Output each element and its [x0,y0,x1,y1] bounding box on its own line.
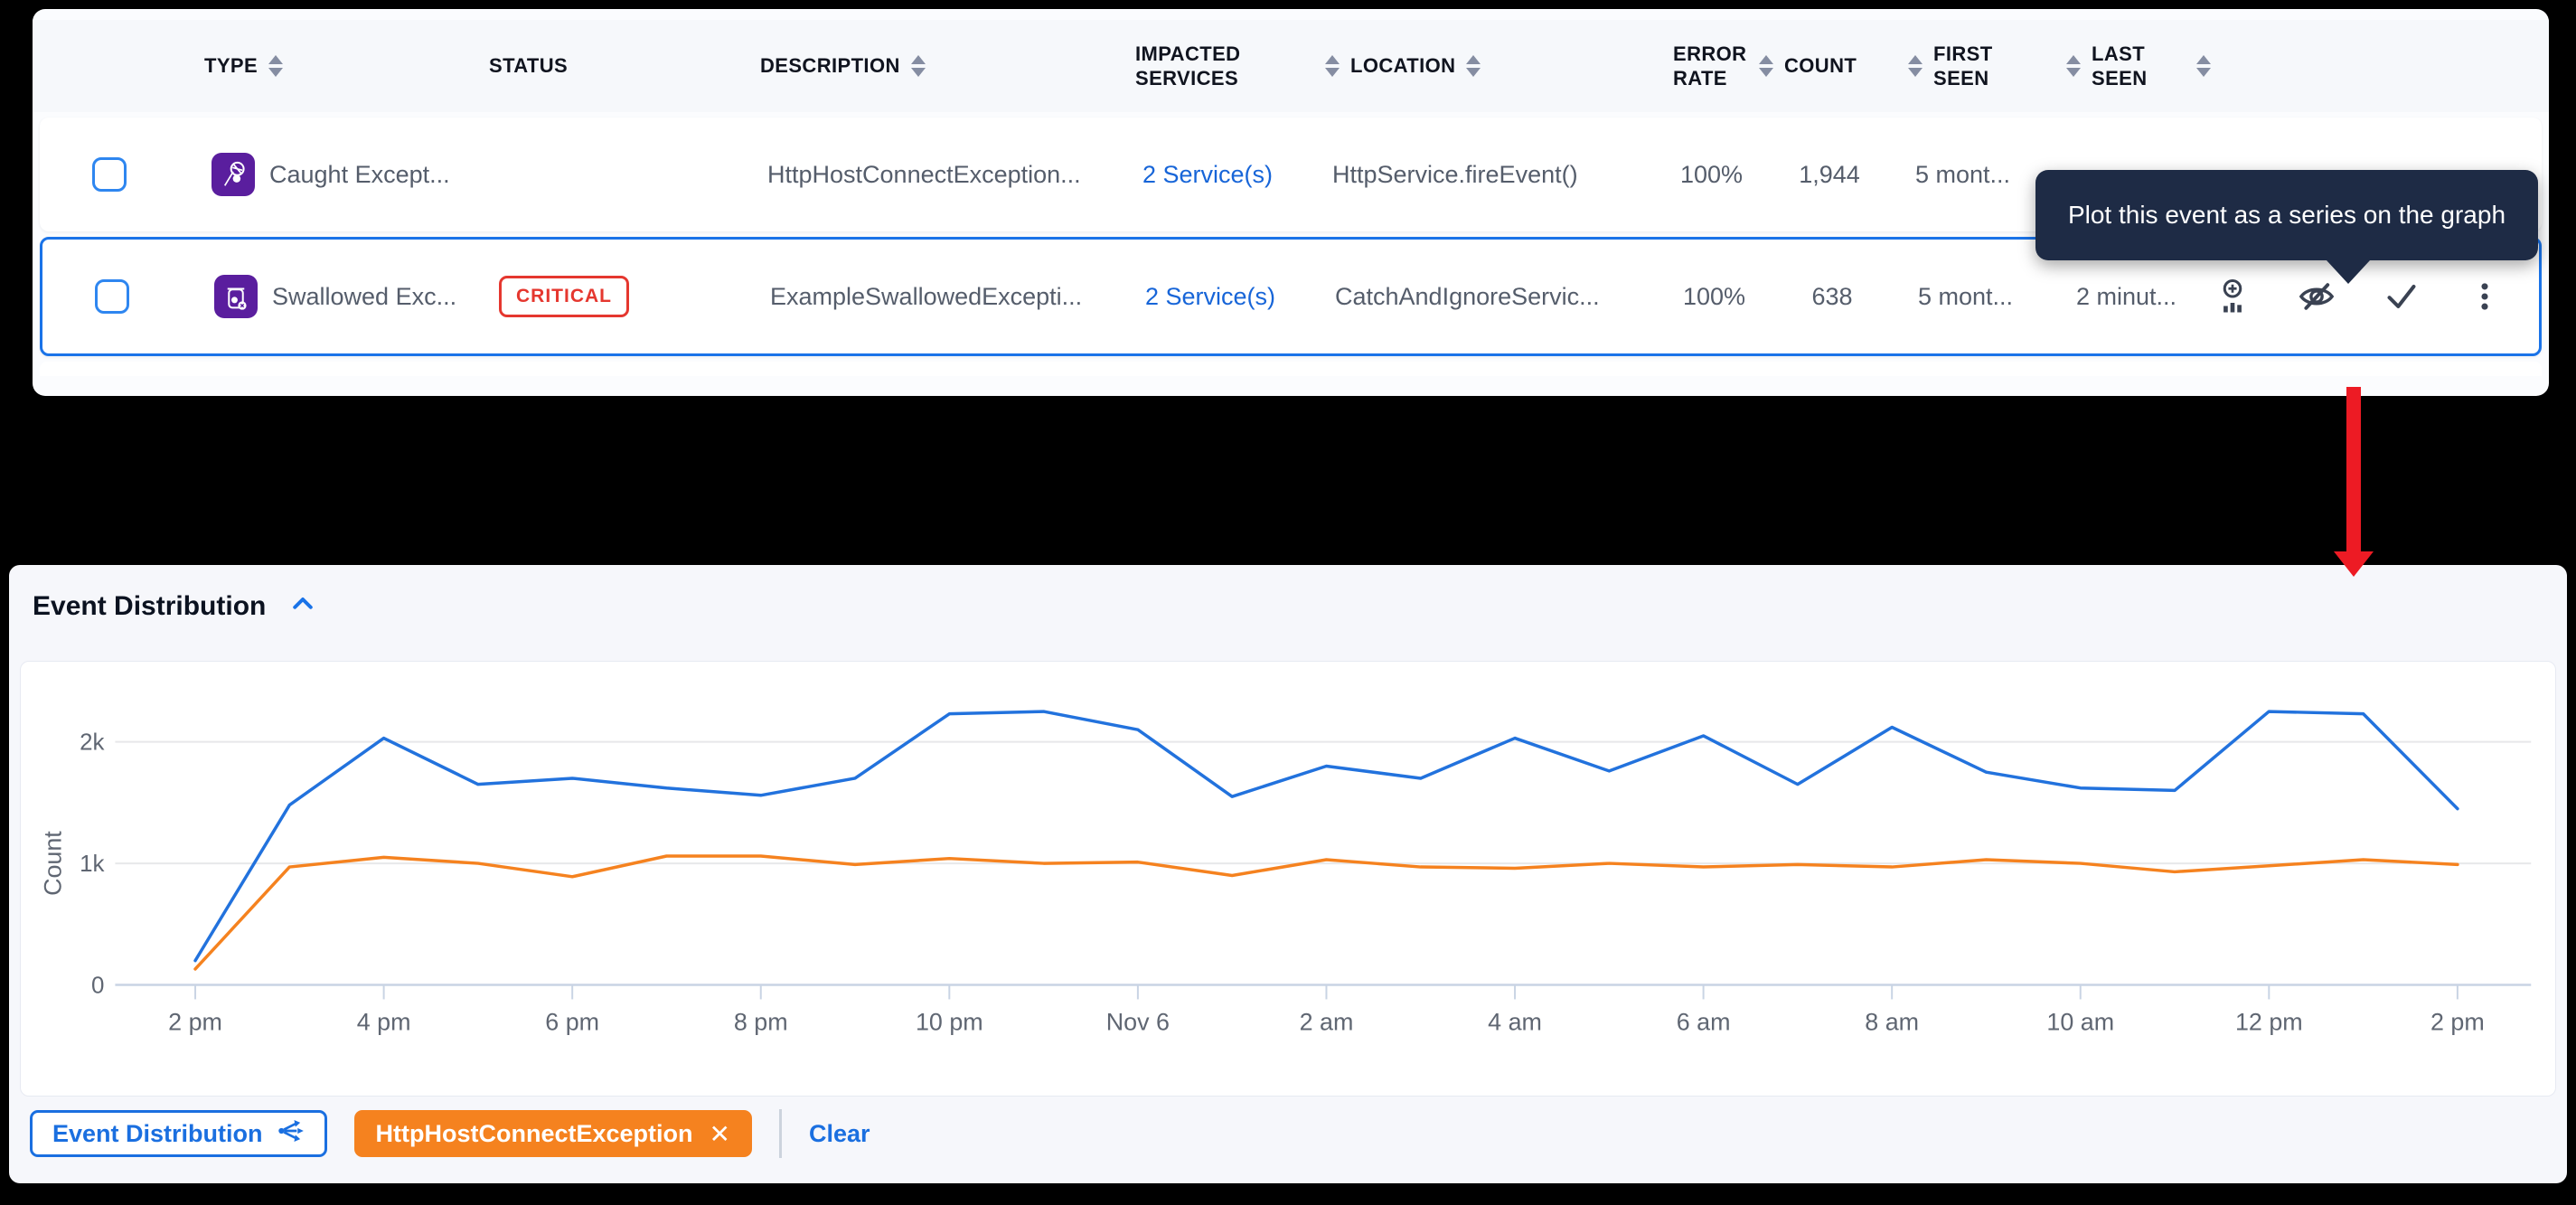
svg-text:Nov 6: Nov 6 [1106,1008,1170,1035]
column-header-impacted-services[interactable]: IMPACTED SERVICES [1135,42,1241,90]
svg-text:12 pm: 12 pm [2235,1008,2303,1035]
svg-text:4 am: 4 am [1488,1008,1542,1035]
svg-text:2 am: 2 am [1300,1008,1354,1035]
svg-text:1k: 1k [80,852,104,877]
sort-icon[interactable] [2196,55,2211,77]
location-cell: CatchAndIgnoreServic... [1335,282,1600,310]
description-cell: HttpHostConnectException... [767,160,1081,188]
kebab-menu-icon[interactable] [2467,277,2503,316]
error-rate-cell: 100% [1680,160,1744,188]
svg-text:10 pm: 10 pm [916,1008,983,1035]
plot-series-icon[interactable] [2221,278,2252,315]
column-header-status[interactable]: STATUS [489,54,569,78]
last-seen-cell: 2 minut... [2076,282,2177,310]
resolve-check-icon[interactable] [2382,277,2421,316]
branch-arrows-icon [277,1117,305,1151]
chart-legend: Event Distribution HttpHostConnectExcept… [30,1109,870,1158]
sort-icon[interactable] [268,55,284,77]
event-distribution-panel: Event Distribution 0 1k 2k 2 pm 4 pm 6 pm 8 pm… [9,565,2567,1183]
location-cell: HttpService.fireEvent() [1332,160,1578,188]
annotation-arrow-icon [2334,387,2374,577]
svg-text:6 am: 6 am [1677,1008,1731,1035]
column-header-first-seen[interactable]: FIRST SEEN [1885,42,2048,91]
row-actions [2221,277,2539,316]
event-distribution-series-button[interactable]: Event Distribution [30,1110,327,1157]
sort-icon[interactable] [910,55,926,77]
svg-text:Count: Count [40,831,67,896]
sort-icon[interactable] [1466,55,1481,77]
sort-icon[interactable] [2066,55,2081,77]
panel-title: Event Distribution [33,590,267,621]
column-header-type[interactable]: TYPE [150,53,448,79]
swallowed-exception-icon [214,275,258,318]
svg-text:2 pm: 2 pm [168,1008,222,1035]
svg-text:10 am: 10 am [2046,1008,2114,1035]
column-header-error-rate[interactable]: ERROR RATE [1673,42,1747,90]
impacted-services-link[interactable]: 2 Service(s) [1142,160,1274,188]
status-cell: CRITICAL [458,276,666,317]
svg-text:8 pm: 8 pm [734,1008,788,1035]
svg-text:6 pm: 6 pm [545,1008,599,1035]
sort-icon[interactable] [1908,55,1923,77]
description-cell: ExampleSwallowedExcepti... [770,282,1083,310]
type-cell: Caught Except... [157,153,456,196]
first-seen-cell: 5 mont... [1915,160,2011,188]
sort-icon[interactable] [1759,55,1773,77]
svg-text:2 pm: 2 pm [2430,1008,2485,1035]
partial-next-row [40,362,2542,376]
impacted-services-link[interactable]: 2 Service(s) [1145,282,1276,310]
sort-icon[interactable] [1325,55,1340,77]
svg-text:4 pm: 4 pm [357,1008,411,1035]
event-distribution-header[interactable]: Event Distribution [33,590,316,622]
svg-text:0: 0 [91,973,104,998]
column-header-count[interactable]: COUNT [1759,53,1885,79]
legend-divider [778,1109,782,1158]
clear-series-button[interactable]: Clear [808,1119,870,1147]
column-header-location[interactable]: LOCATION [1307,53,1605,79]
count-cell: 638 [1811,282,1853,310]
row-checkbox[interactable] [92,157,127,192]
hide-eye-off-icon[interactable] [2297,277,2336,316]
collapse-chevron-up-icon[interactable] [289,590,316,622]
critical-badge: CRITICAL [499,276,629,317]
event-distribution-chart: 0 1k 2k 2 pm 4 pm 6 pm 8 pm 10 pm Nov 6 2 am 4 am 6… [40,710,2532,1035]
remove-series-icon[interactable]: ✕ [709,1119,730,1148]
series-tag-httphostconnectexception[interactable]: HttpHostConnectException ✕ [353,1110,752,1157]
first-seen-cell: 5 mont... [1918,282,2014,310]
error-rate-cell: 100% [1683,282,1746,310]
count-cell: 1,944 [1799,160,1860,188]
table-header: TYPE STATUS DESCRIPTION IMPACTED SERVICE… [33,20,2549,112]
chart-card: 0 1k 2k 2 pm 4 pm 6 pm 8 pm 10 pm Nov 6 2 am 4 am 6… [20,661,2556,1097]
column-header-last-seen[interactable]: LAST SEEN [2048,42,2211,91]
svg-text:2k: 2k [80,730,104,756]
svg-text:8 am: 8 am [1865,1008,1919,1035]
caught-exception-icon [212,153,255,196]
column-header-description[interactable]: DESCRIPTION [656,53,1135,79]
plot-event-tooltip: Plot this event as a series on the graph [2035,170,2538,284]
type-cell: Swallowed Exc... [160,275,458,318]
row-checkbox[interactable] [95,279,129,314]
